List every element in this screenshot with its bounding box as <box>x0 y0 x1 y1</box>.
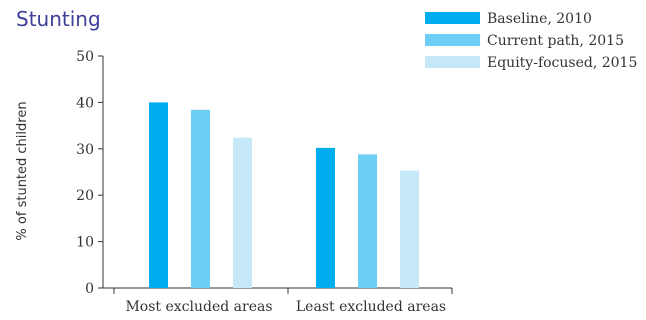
axes: 0 10 20 30 40 50 Most excluded areas Least excl… <box>76 49 453 315</box>
legend-swatch <box>425 12 480 24</box>
bar-most-excluded-series-3 <box>233 137 252 288</box>
bar-least-excluded-series-2 <box>358 154 377 288</box>
y-tick-label: 50 <box>76 49 94 65</box>
legend: Baseline, 2010 Current path, 2015 Equity-f… <box>425 11 637 71</box>
chart-title: Stunting <box>16 7 101 31</box>
y-tick-label: 20 <box>76 188 94 204</box>
y-tick-label: 30 <box>76 142 94 158</box>
bars <box>149 102 419 289</box>
bar-least-excluded-series-3 <box>400 170 419 288</box>
y-tick-label: 40 <box>76 95 94 111</box>
bar-most-excluded-series-1 <box>149 102 168 289</box>
legend-swatch <box>425 56 480 68</box>
legend-swatch <box>425 34 480 46</box>
bar-least-excluded-series-1 <box>316 147 335 288</box>
y-tick-label: 10 <box>76 235 94 251</box>
legend-label: Current path, 2015 <box>487 33 624 49</box>
legend-label: Baseline, 2010 <box>487 11 592 27</box>
y-axis-label: % of stunted children <box>15 101 30 240</box>
x-category-label: Least excluded areas <box>296 299 446 315</box>
bar-most-excluded-series-2 <box>191 109 210 288</box>
y-tick-label: 0 <box>85 281 94 297</box>
x-category-label: Most excluded areas <box>125 299 272 315</box>
legend-label: Equity-focused, 2015 <box>487 55 637 71</box>
